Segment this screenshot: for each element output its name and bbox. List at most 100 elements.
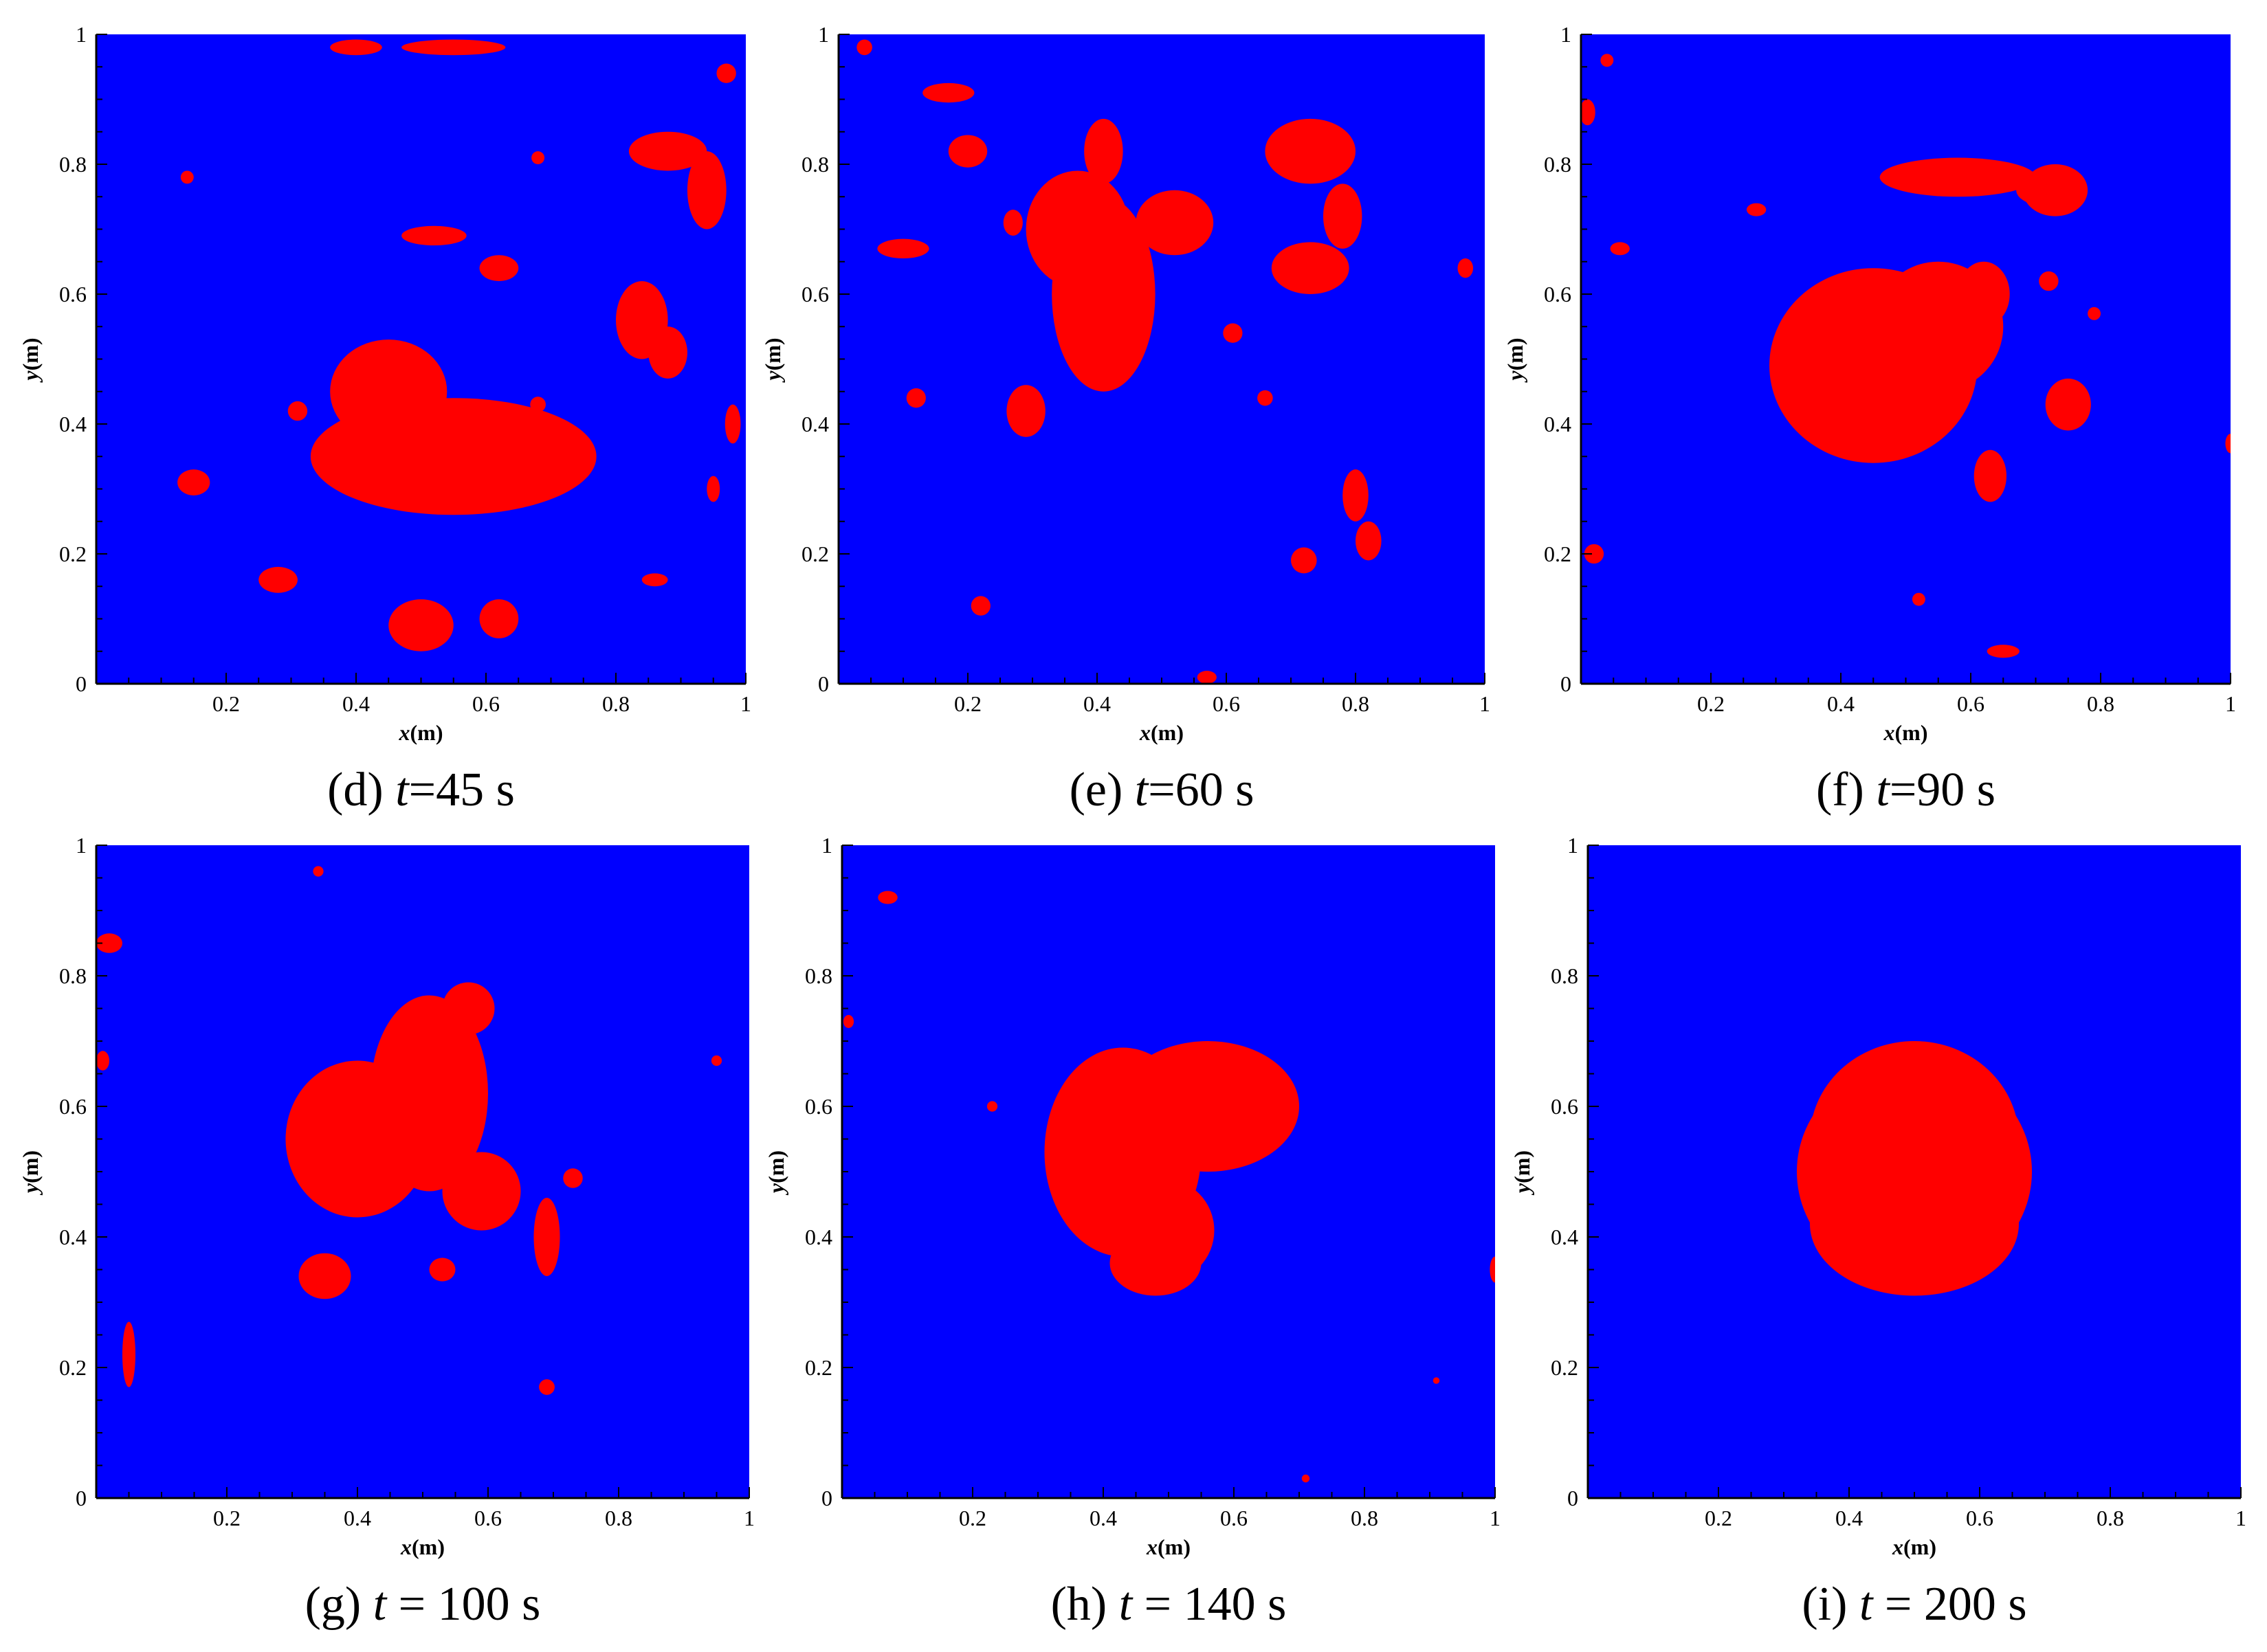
droplet-region (96, 933, 122, 953)
droplet-region (856, 39, 872, 56)
droplet-region (96, 1051, 109, 1071)
droplet-region (878, 891, 898, 904)
x-tick-label: 1 (744, 1506, 755, 1530)
y-tick-label: 0.2 (805, 1355, 832, 1380)
droplet-region (1026, 170, 1130, 288)
caption-time-value: = 200 s (1872, 1578, 2027, 1631)
droplet-region (1323, 183, 1362, 249)
caption-time-variable: t (395, 763, 409, 816)
x-tick-label: 0.2 (212, 691, 240, 716)
y-tick-label: 0.8 (1551, 963, 1578, 988)
x-tick-label: 1 (2235, 1506, 2246, 1530)
droplet-region (287, 401, 308, 421)
caption-time-value: =60 s (1148, 763, 1254, 816)
x-axis-label: x(m) (1892, 1534, 1936, 1559)
y-tick-label: 0.6 (801, 282, 829, 306)
caption-time-variable: t (1876, 763, 1890, 816)
y-tick-label: 0.6 (805, 1094, 832, 1119)
droplet-region (258, 566, 298, 593)
y-tick-label: 0.2 (59, 542, 87, 566)
droplet-region (330, 39, 382, 56)
caption-time-value: =45 s (408, 763, 515, 816)
y-tick-label: 0 (76, 671, 87, 696)
droplet-region (298, 1253, 351, 1299)
x-tick-label: 0.6 (472, 691, 500, 716)
y-tick-label: 0 (1567, 1486, 1578, 1510)
caption-time-variable: t (373, 1578, 387, 1631)
x-tick-label: 0.2 (1697, 691, 1725, 716)
caption-time-variable: t (1134, 763, 1149, 816)
droplet-region (177, 469, 210, 495)
y-tick-label: 1 (1567, 833, 1578, 858)
y-axis-label: y(m) (18, 337, 43, 383)
x-tick-label: 0.6 (474, 1506, 502, 1530)
y-tick-label: 0.8 (1544, 152, 1571, 177)
y-tick-label: 0.4 (59, 1225, 87, 1249)
x-tick-label: 0.2 (954, 691, 982, 716)
droplet-region (628, 131, 707, 171)
x-axis-label: x(m) (400, 1534, 445, 1559)
droplet-region (1581, 99, 1595, 126)
droplet-region (1356, 521, 1382, 561)
droplet-region (313, 866, 324, 877)
x-tick-label: 0.4 (1090, 1506, 1117, 1530)
x-tick-label: 0.4 (1083, 691, 1111, 716)
x-tick-label: 0.8 (1342, 691, 1369, 716)
x-tick-label: 0.4 (342, 691, 370, 716)
x-tick-label: 1 (1490, 1506, 1501, 1530)
droplet-region (716, 63, 736, 83)
caption-label: (d) (327, 763, 396, 816)
droplet-region (531, 151, 545, 164)
x-tick-label: 0.6 (1220, 1506, 1248, 1530)
y-axis-label: y(m) (18, 1150, 43, 1196)
droplet-region (122, 1321, 135, 1387)
x-tick-label: 0.8 (605, 1506, 632, 1530)
droplet-region (2039, 271, 2059, 291)
droplet-region (725, 404, 741, 444)
x-axis-label: x(m) (1146, 1534, 1191, 1559)
x-tick-label: 0.4 (1835, 1506, 1863, 1530)
x-tick-label: 0.8 (2097, 1506, 2124, 1530)
droplet-region (971, 596, 991, 616)
caption-label: (e) (1069, 763, 1135, 816)
droplet-region (1006, 385, 1046, 437)
y-tick-label: 1 (818, 22, 829, 47)
y-tick-label: 0.8 (801, 152, 829, 177)
droplet-region (687, 151, 727, 230)
droplet-region (1746, 203, 1767, 216)
x-tick-label: 0.6 (1966, 1506, 1993, 1530)
y-tick-label: 0.6 (59, 1094, 87, 1119)
droplet-region (1003, 210, 1023, 236)
panel-caption-f: (f) t=90 s (1562, 763, 2250, 818)
caption-label: (g) (305, 1578, 373, 1631)
y-tick-label: 1 (76, 833, 87, 858)
droplet-region (1600, 54, 1614, 67)
droplet-region (906, 388, 926, 408)
droplet-region (922, 82, 975, 103)
y-axis-label: y(m) (760, 337, 785, 383)
x-axis-label: x(m) (399, 720, 443, 745)
droplet-region (1257, 390, 1273, 406)
droplet-region (948, 135, 988, 168)
droplet-region (986, 1101, 998, 1112)
droplet-region (442, 982, 495, 1035)
panel-caption-i: (i) t = 200 s (1571, 1577, 2258, 1632)
y-tick-label: 1 (76, 22, 87, 47)
y-tick-label: 0 (1560, 671, 1571, 696)
y-tick-label: 0.4 (1544, 412, 1571, 436)
x-tick-label: 0.8 (1351, 1506, 1378, 1530)
caption-time-variable: t (1118, 1578, 1133, 1631)
droplet-region (1490, 1256, 1495, 1283)
y-tick-label: 0.8 (59, 963, 87, 988)
panel-caption-e: (e) t=60 s (818, 763, 1505, 818)
droplet-region (843, 1015, 854, 1028)
droplet-region (180, 170, 194, 184)
droplet-region (648, 326, 687, 379)
droplet-region (1342, 469, 1369, 522)
panel-caption-g: (g) t = 100 s (79, 1577, 766, 1632)
droplet-region (1810, 1152, 2019, 1296)
y-tick-label: 0.2 (801, 542, 829, 566)
droplet-region (1136, 190, 1214, 256)
caption-label: (h) (1050, 1578, 1119, 1631)
